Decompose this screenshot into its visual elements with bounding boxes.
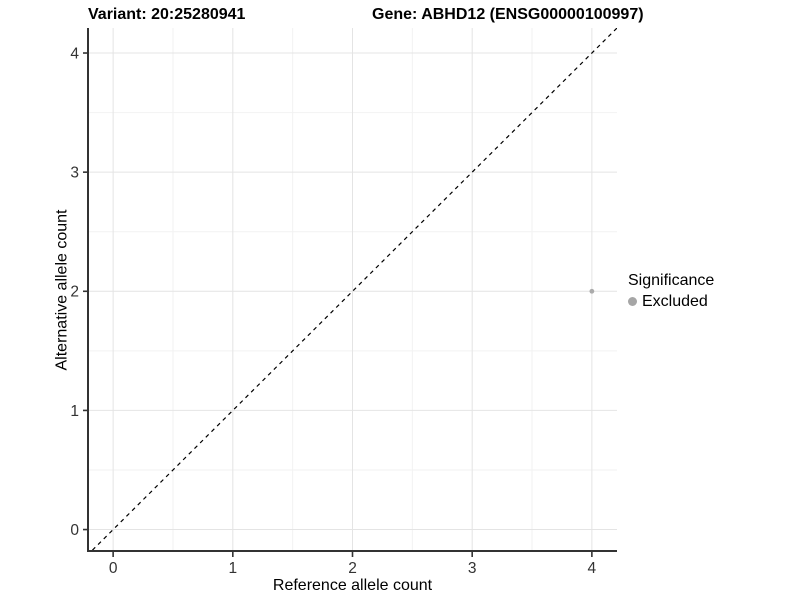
legend-item-excluded: Excluded (628, 292, 714, 311)
legend: Significance Excluded (628, 271, 714, 311)
y-tick-label: 4 (70, 45, 79, 62)
plot-title-gene: Gene: ABHD12 (ENSG00000100997) (372, 6, 644, 23)
axis-lines (87, 28, 617, 552)
identity-reference-line (90, 28, 617, 551)
legend-key-dot (628, 297, 637, 306)
y-axis-title: Alternative allele count (53, 209, 71, 371)
x-tick-label: 3 (468, 560, 477, 577)
legend-title: Significance (628, 272, 715, 289)
x-axis-title: Reference allele count (272, 577, 433, 594)
y-tick-label: 1 (70, 403, 79, 420)
legend-item-label: Excluded (642, 293, 708, 310)
y-tick-label: 3 (70, 165, 79, 182)
y-tick-label: 0 (70, 522, 79, 539)
x-tick-label: 1 (229, 560, 238, 577)
major-gridlines (88, 28, 617, 551)
chart-canvas: 0 1 2 3 4 0 1 2 3 4 (70, 28, 617, 577)
x-tick-label: 2 (348, 560, 357, 577)
data-point (589, 288, 595, 294)
plot-title-variant: Variant: 20:25280941 (88, 6, 246, 23)
axis-ticks: 0 1 2 3 4 0 1 2 3 4 (70, 45, 596, 577)
x-tick-label: 0 (109, 560, 118, 577)
y-tick-label: 2 (70, 284, 79, 301)
x-tick-label: 4 (588, 560, 597, 577)
series-excluded (589, 288, 595, 294)
